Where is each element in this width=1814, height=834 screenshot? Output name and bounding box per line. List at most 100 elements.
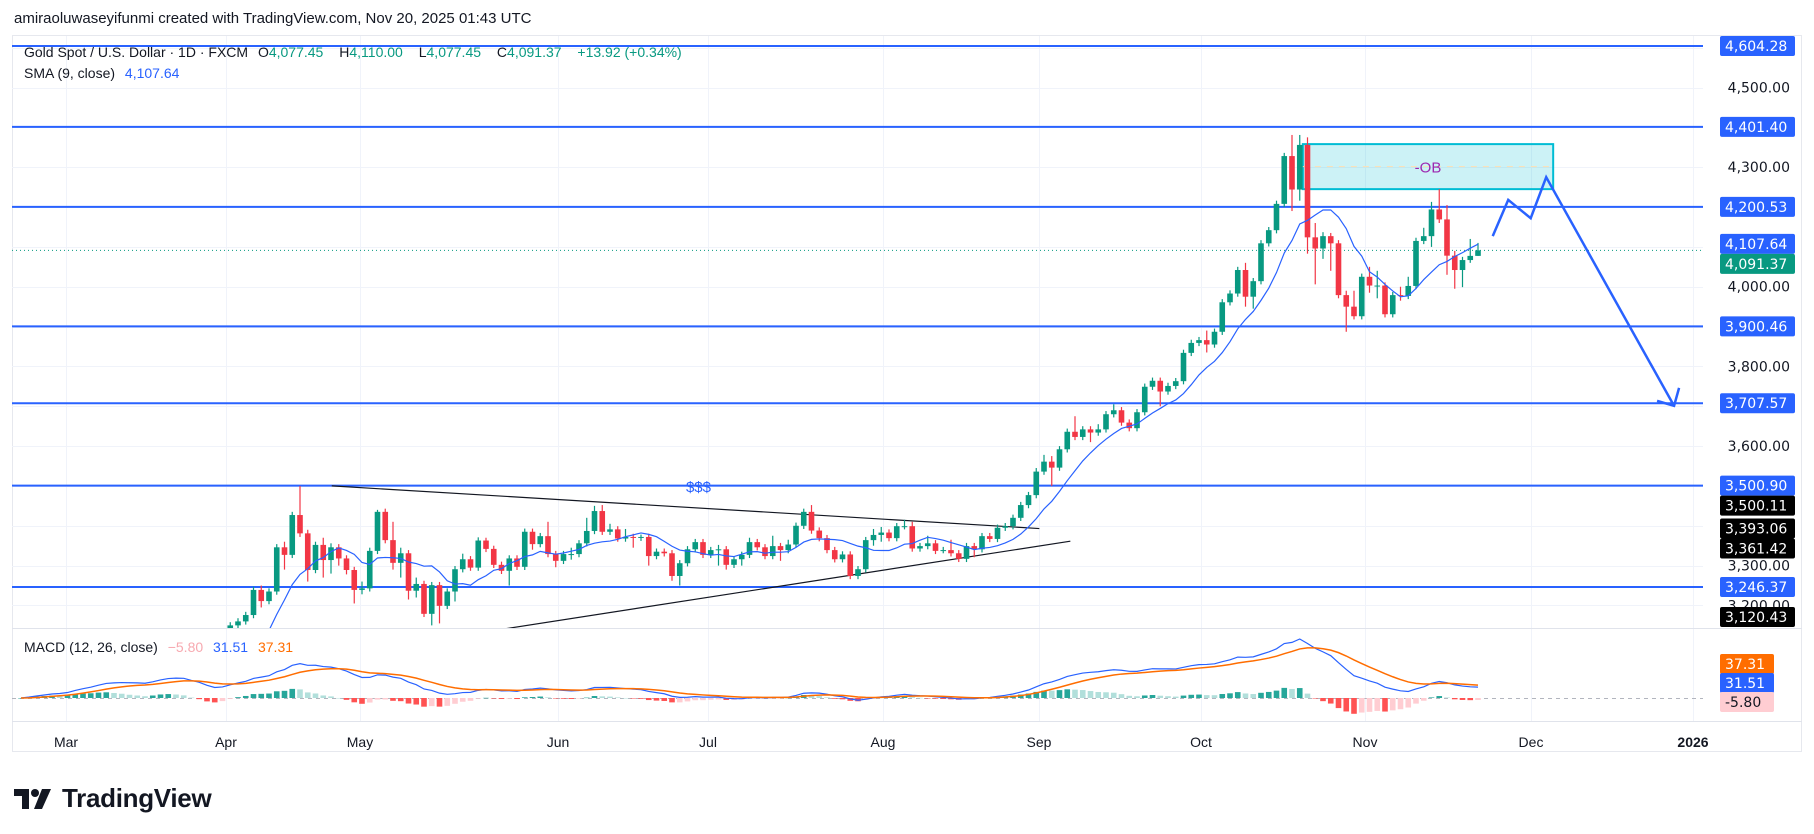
candle — [800, 508, 807, 529]
macd-histogram-bar — [1397, 698, 1404, 710]
candle-body — [1033, 471, 1040, 496]
macd-histogram-bar — [1420, 698, 1427, 701]
candle-body — [948, 550, 954, 554]
candle — [57, 714, 63, 724]
candle — [1358, 273, 1365, 320]
macd-histogram-bar — [1103, 692, 1109, 698]
macd-histogram-bar — [824, 697, 830, 698]
candle-body — [762, 547, 768, 557]
candle-body — [1180, 352, 1187, 382]
candle-body — [1048, 461, 1055, 468]
macd-histogram-bar — [630, 698, 637, 699]
candle — [955, 550, 962, 563]
candle — [1079, 426, 1086, 441]
macd-histogram-bar — [1242, 693, 1249, 698]
macd-histogram-bar — [638, 698, 644, 699]
candle-body — [700, 542, 706, 555]
macd-hist-value: −5.80 — [167, 639, 204, 655]
candle — [421, 580, 427, 618]
candle-body — [599, 511, 606, 532]
candle — [1382, 282, 1388, 318]
price-badge-bg — [1720, 607, 1795, 627]
price-tick: 4,000.00 — [1728, 280, 1790, 296]
tradingview-logo[interactable]: TradingView — [14, 783, 212, 814]
macd-histogram-bar — [397, 698, 404, 702]
macd-histogram-bar — [126, 694, 133, 698]
candle — [273, 544, 280, 595]
candle-body — [498, 564, 505, 571]
macd-histogram-bar — [258, 693, 265, 698]
candle-body — [576, 543, 582, 555]
macd-histogram-bar — [227, 698, 234, 699]
macd-histogram-bar — [1118, 694, 1125, 698]
macd-histogram-bar — [297, 689, 303, 698]
candle-body — [638, 536, 644, 538]
price-badge-label: 3,707.57 — [1725, 396, 1787, 412]
candle-body — [545, 536, 551, 555]
macd-histogram-bar — [1110, 692, 1117, 698]
price-badge: 3,900.46 — [1720, 316, 1795, 337]
macd-histogram-bar — [1072, 689, 1078, 698]
candle — [808, 505, 815, 534]
candle — [119, 672, 125, 680]
macd-histogram-bar — [1320, 698, 1326, 702]
candle — [343, 555, 350, 575]
candle-body — [1064, 431, 1071, 450]
candle-body — [266, 591, 272, 602]
candle — [1304, 137, 1311, 254]
candle-body — [1459, 260, 1466, 271]
macd-histogram-bar — [1304, 693, 1311, 698]
candle — [1289, 134, 1295, 212]
macd-histogram-bar — [1087, 691, 1094, 698]
price-badge-bg — [1720, 654, 1774, 674]
projection-path — [1491, 174, 1676, 407]
price-badge-label: -5.80 — [1725, 695, 1761, 711]
time-label-may: May — [347, 734, 373, 750]
candle — [220, 649, 226, 688]
symbol-name[interactable]: Gold Spot / U.S. Dollar · 1D · FXCM — [24, 44, 249, 60]
candle — [1227, 290, 1233, 306]
candle-body — [715, 549, 722, 551]
candle-body — [1358, 276, 1365, 317]
macd-histogram-bar — [1234, 692, 1241, 698]
candle — [638, 534, 644, 541]
candle-body — [452, 569, 458, 592]
macd-histogram-bar — [312, 693, 319, 698]
macd-histogram-bar — [1141, 695, 1148, 698]
macd-badge: 37.31 — [1720, 654, 1774, 674]
macd-histogram-bar — [1203, 695, 1210, 698]
candle-body — [312, 544, 319, 571]
candle — [994, 524, 1001, 543]
candle — [909, 521, 916, 552]
close-value: 4,091.37 — [507, 44, 562, 60]
candle-body — [1056, 449, 1063, 468]
candle-body — [1351, 306, 1357, 317]
macd-histogram-bar — [1025, 693, 1032, 698]
macd-badge: -5.80 — [1720, 692, 1774, 712]
macd-histogram-bar — [1296, 688, 1303, 698]
candle-body — [366, 550, 373, 589]
candle — [1327, 232, 1334, 271]
macd-histogram-bar — [196, 698, 203, 700]
time-axis[interactable]: Mar Apr May Jun Jul Aug Sep Oct Nov Dec 2026 — [54, 734, 1709, 750]
price-badge-bg — [1720, 116, 1795, 137]
candle-body — [855, 569, 861, 576]
candle-body — [824, 538, 830, 551]
candle — [1265, 226, 1272, 247]
sma-label[interactable]: SMA (9, close) — [24, 65, 116, 81]
candle — [1072, 416, 1078, 441]
candle-body — [793, 525, 799, 545]
macd-histogram-bar — [1172, 696, 1179, 698]
candle-body — [1312, 237, 1319, 249]
macd-histogram-bar — [374, 698, 381, 700]
projection-arrow — [1491, 174, 1681, 408]
macd-label[interactable]: MACD (12, 26, close) — [24, 639, 158, 655]
candle-body — [529, 531, 536, 545]
candle — [847, 551, 854, 580]
candle-body — [1072, 431, 1078, 437]
candle — [1242, 262, 1249, 307]
candle — [669, 550, 675, 581]
candle — [312, 541, 319, 574]
candle-body — [351, 570, 358, 590]
